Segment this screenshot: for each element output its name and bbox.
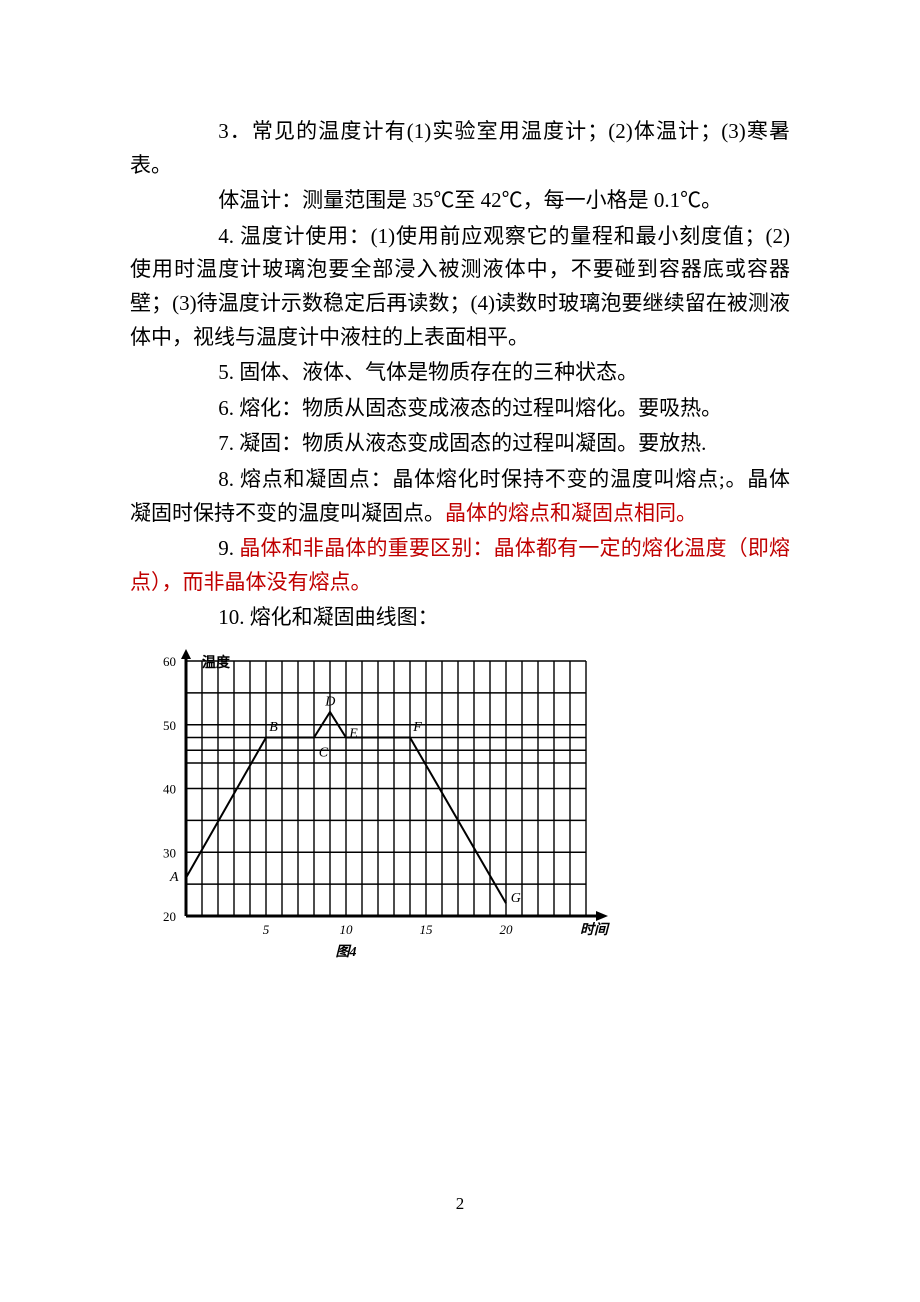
document-page: 3．常见的温度计有(1)实验室用温度计；(2)体温计；(3)寒暑表。 体温计：测… [0,0,920,1009]
paragraph-3: 3．常见的温度计有(1)实验室用温度计；(2)体温计；(3)寒暑表。 [130,115,790,182]
svg-text:40: 40 [163,781,176,796]
paragraph-10: 10. 熔化和凝固曲线图： [130,601,790,635]
svg-text:时间: 时间 [580,922,610,938]
page-number: 2 [0,1194,920,1214]
paragraph-9-text-a: 9. [218,536,239,560]
svg-text:10: 10 [340,922,354,937]
paragraph-4: 4. 温度计使用：(1)使用前应观察它的量程和最小刻度值；(2)使用时温度计玻璃… [130,220,790,354]
svg-text:60: 60 [163,654,176,669]
paragraph-7: 7. 凝固：物质从液态变成固态的过程叫凝固。要放热. [130,427,790,461]
paragraph-9: 9. 晶体和非晶体的重要区别：晶体都有一定的熔化温度（即熔点），而非晶体没有熔点… [130,532,790,599]
paragraph-6: 6. 熔化：物质从固态变成液态的过程叫熔化。要吸热。 [130,392,790,426]
svg-text:50: 50 [163,718,176,733]
svg-text:B: B [269,720,278,735]
svg-text:C: C [319,746,329,761]
svg-text:E: E [348,726,358,741]
svg-text:30: 30 [163,845,176,860]
paragraph-8: 8. 熔点和凝固点：晶体熔化时保持不变的温度叫熔点;。晶体凝固时保持不变的温度叫… [130,463,790,530]
svg-text:F: F [412,720,422,735]
paragraph-3b: 体温计：测量范围是 35℃至 42℃，每一小格是 0.1℃。 [130,184,790,218]
svg-text:20: 20 [500,922,514,937]
melting-curve-chart: 20 30 40 50 60 5 10 15 20 温度时间 A B C D E F G 图4 [136,649,790,969]
svg-text:温度: 温度 [202,654,231,671]
svg-text:A: A [169,870,179,885]
svg-text:G: G [511,891,521,906]
svg-text:20: 20 [163,909,176,924]
svg-text:图4: 图4 [336,944,357,960]
svg-text:D: D [324,695,335,710]
svg-text:5: 5 [263,922,270,937]
paragraph-8-text-b: 晶体的熔点和凝固点相同。 [445,501,697,525]
chart-svg: 20 30 40 50 60 5 10 15 20 温度时间 A B C D E F G 图4 [136,649,616,964]
svg-text:15: 15 [420,922,434,937]
paragraph-5: 5. 固体、液体、气体是物质存在的三种状态。 [130,356,790,390]
